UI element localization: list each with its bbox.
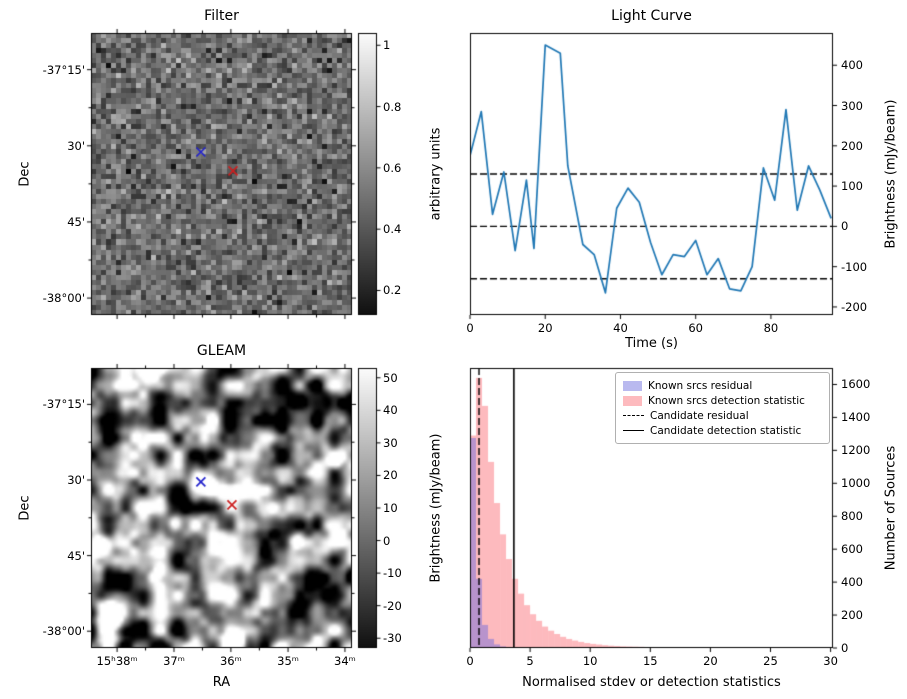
tick-label: 1 <box>383 38 391 53</box>
tick-label: 400 <box>841 575 863 590</box>
tick-label: 20 <box>383 468 398 483</box>
tick-label: 40 <box>613 321 628 335</box>
tick-label: -38°00' <box>42 291 85 306</box>
tick-label: 45' <box>67 548 85 563</box>
tick-label: -30 <box>383 631 402 646</box>
tick-label: 1400 <box>841 410 871 425</box>
tick-label: -200 <box>841 299 868 314</box>
gleam-title: GLEAM <box>196 343 247 359</box>
tick-label: 30' <box>67 138 85 153</box>
tick-label: 200 <box>841 138 863 153</box>
tick-label: 30 <box>823 654 838 668</box>
tick-label: 35ᵐ <box>277 654 299 668</box>
tick-label: 1000 <box>841 476 871 491</box>
gleam-ylabel: Dec <box>17 495 33 521</box>
legend-item-candidate-detstat: Candidate detection statistic <box>623 423 822 438</box>
tick-label: 15ʰ38ᵐ <box>96 654 138 668</box>
filter-ylabel: Dec <box>17 161 33 187</box>
tick-label: 45' <box>67 214 85 229</box>
legend-patch-known-residual-icon <box>623 380 642 391</box>
legend-item-known-detstat: Known srcs detection statistic <box>623 393 822 408</box>
tick-label: 300 <box>841 98 863 113</box>
tick-label: 0.2 <box>383 283 402 298</box>
tick-label: 0 <box>841 219 849 234</box>
tick-label: 20 <box>537 321 553 335</box>
tick-label: 25 <box>763 654 778 668</box>
tick-label: -37°15' <box>42 397 85 412</box>
legend-label-known-detstat: Known srcs detection statistic <box>648 394 805 407</box>
filter-title: Filter <box>204 8 239 24</box>
tick-label: -38°00' <box>42 624 85 639</box>
tick-label: 0.6 <box>383 160 402 175</box>
legend-solid-line-icon <box>623 430 644 431</box>
tick-label: 0 <box>466 654 474 668</box>
tick-label: 60 <box>688 321 704 335</box>
tick-label: 34ᵐ <box>334 654 356 668</box>
tick-label: 30 <box>383 435 398 450</box>
histogram-ylabel: Number of Sources <box>883 445 899 571</box>
legend-dashed-line-icon <box>623 415 644 416</box>
tick-label: 20 <box>703 654 718 668</box>
filter-colorbar-label: arbitrary units <box>428 127 444 221</box>
tick-label: 5 <box>526 654 534 668</box>
tick-label: 0 <box>841 641 849 655</box>
tick-label: 200 <box>841 608 863 623</box>
tick-label: 37ᵐ <box>163 654 185 668</box>
legend-label-known-residual: Known srcs residual <box>648 379 753 392</box>
histogram-xlabel: Normalised stdev or detection statistics <box>522 675 781 690</box>
legend-label-candidate-residual: Candidate residual <box>650 409 749 422</box>
tick-label: 0.4 <box>383 222 402 237</box>
tick-label: 10 <box>582 654 598 668</box>
gleam-colorbar-label: Brightness (mJy/beam) <box>428 433 444 583</box>
light-curve-xlabel: Time (s) <box>625 336 678 351</box>
light-curve-ylabel: Brightness (mJy/beam) <box>883 99 899 249</box>
tick-label: 0 <box>466 321 474 335</box>
legend-item-candidate-residual: Candidate residual <box>623 408 822 423</box>
light-curve-title: Light Curve <box>611 8 692 24</box>
tick-label: 400 <box>841 58 863 73</box>
legend-item-known-residual: Known srcs residual <box>623 378 822 393</box>
tick-label: 600 <box>841 542 863 557</box>
tick-label: -20 <box>383 598 402 613</box>
tick-label: 0 <box>383 533 391 548</box>
tick-label: 1600 <box>841 377 871 392</box>
tick-label: -10 <box>383 566 402 581</box>
tick-label: 1200 <box>841 443 871 458</box>
gleam-xlabel: RA <box>212 675 231 690</box>
tick-label: 100 <box>841 179 863 194</box>
tick-label: 36ᵐ <box>219 654 242 668</box>
tick-label: 10 <box>383 501 398 515</box>
tick-label: -37°15' <box>42 62 85 77</box>
tick-label: 30' <box>67 473 85 487</box>
tick-label: 15 <box>642 654 658 668</box>
tick-label: 80 <box>763 321 779 335</box>
tick-label: 0.8 <box>383 99 402 114</box>
tick-label: -100 <box>841 259 868 274</box>
histogram-legend: Known srcs residual Known srcs detection… <box>615 372 830 444</box>
tick-label: 40 <box>383 403 398 418</box>
tick-label: 800 <box>841 509 863 524</box>
legend-patch-known-detstat-icon <box>623 395 642 406</box>
legend-label-candidate-detstat: Candidate detection statistic <box>650 424 802 437</box>
tick-label: 50 <box>383 370 398 385</box>
